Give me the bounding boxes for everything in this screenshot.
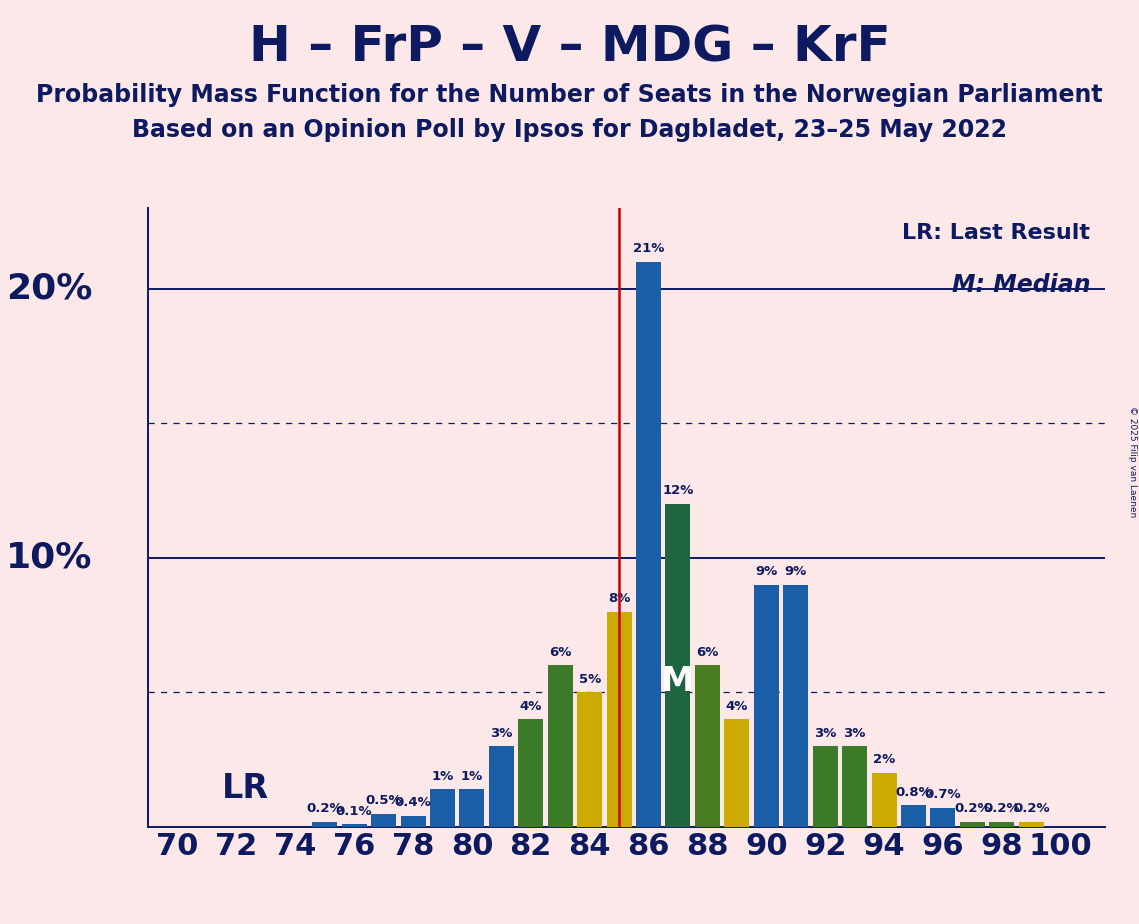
Text: M: M bbox=[662, 665, 695, 699]
Text: 0.2%: 0.2% bbox=[954, 802, 991, 815]
Bar bbox=[577, 692, 603, 827]
Text: 0.2%: 0.2% bbox=[306, 802, 343, 815]
Bar bbox=[754, 585, 779, 827]
Text: Probability Mass Function for the Number of Seats in the Norwegian Parliament: Probability Mass Function for the Number… bbox=[36, 83, 1103, 107]
Text: 8%: 8% bbox=[608, 592, 630, 605]
Text: 0.7%: 0.7% bbox=[925, 788, 961, 801]
Bar bbox=[401, 816, 426, 827]
Bar bbox=[812, 747, 837, 827]
Text: M: Median: M: Median bbox=[952, 273, 1090, 297]
Text: 20%: 20% bbox=[6, 272, 92, 306]
Bar bbox=[901, 806, 926, 827]
Text: 3%: 3% bbox=[843, 726, 866, 739]
Text: Based on an Opinion Poll by Ipsos for Dagbladet, 23–25 May 2022: Based on an Opinion Poll by Ipsos for Da… bbox=[132, 118, 1007, 142]
Text: 0.2%: 0.2% bbox=[1013, 802, 1049, 815]
Bar bbox=[842, 747, 867, 827]
Text: 0.8%: 0.8% bbox=[895, 785, 932, 798]
Text: 21%: 21% bbox=[633, 242, 664, 255]
Text: © 2025 Filip van Laenen: © 2025 Filip van Laenen bbox=[1128, 407, 1137, 517]
Text: 0.1%: 0.1% bbox=[336, 805, 372, 818]
Bar bbox=[960, 821, 985, 827]
Text: 4%: 4% bbox=[726, 699, 748, 712]
Bar bbox=[990, 821, 1015, 827]
Bar bbox=[489, 747, 514, 827]
Text: 0.4%: 0.4% bbox=[394, 796, 432, 809]
Text: 1%: 1% bbox=[461, 770, 483, 783]
Bar bbox=[371, 813, 396, 827]
Bar bbox=[429, 789, 454, 827]
Text: 3%: 3% bbox=[490, 726, 513, 739]
Text: 6%: 6% bbox=[696, 646, 719, 659]
Text: 2%: 2% bbox=[872, 753, 895, 766]
Bar bbox=[784, 585, 809, 827]
Text: 12%: 12% bbox=[662, 484, 694, 497]
Text: 9%: 9% bbox=[785, 565, 806, 578]
Bar bbox=[695, 665, 720, 827]
Bar bbox=[459, 789, 484, 827]
Text: 4%: 4% bbox=[519, 699, 542, 712]
Bar bbox=[1018, 821, 1043, 827]
Bar bbox=[342, 824, 367, 827]
Bar bbox=[607, 612, 632, 827]
Text: 10%: 10% bbox=[6, 541, 92, 575]
Text: LR: LR bbox=[222, 772, 269, 806]
Bar bbox=[548, 665, 573, 827]
Bar bbox=[636, 261, 661, 827]
Bar bbox=[724, 719, 749, 827]
Bar bbox=[518, 719, 543, 827]
Bar bbox=[312, 821, 337, 827]
Text: 6%: 6% bbox=[549, 646, 572, 659]
Text: 1%: 1% bbox=[432, 770, 453, 783]
Text: 0.2%: 0.2% bbox=[983, 802, 1021, 815]
Text: 5%: 5% bbox=[579, 673, 600, 686]
Bar bbox=[871, 773, 896, 827]
Text: 3%: 3% bbox=[814, 726, 836, 739]
Text: LR: Last Result: LR: Last Result bbox=[902, 224, 1090, 243]
Text: H – FrP – V – MDG – KrF: H – FrP – V – MDG – KrF bbox=[248, 23, 891, 71]
Text: 0.5%: 0.5% bbox=[366, 794, 402, 807]
Bar bbox=[931, 808, 956, 827]
Bar bbox=[665, 504, 690, 827]
Text: 9%: 9% bbox=[755, 565, 778, 578]
